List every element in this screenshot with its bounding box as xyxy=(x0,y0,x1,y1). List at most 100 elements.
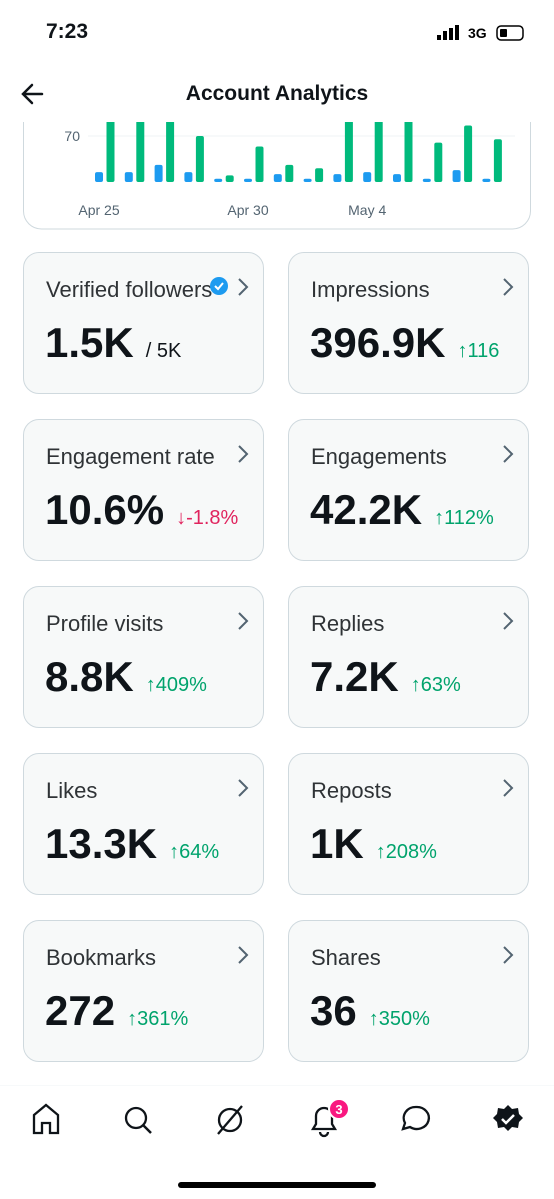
bar xyxy=(136,122,145,182)
metric-value: 7.2K ↑63% xyxy=(310,653,461,701)
back-button[interactable] xyxy=(20,82,46,106)
bar xyxy=(285,164,294,182)
metric-title: Verified followers xyxy=(46,277,213,302)
metric-change: ↑208% xyxy=(375,841,437,863)
status-icons: 3G xyxy=(437,25,524,41)
metric-change: ↑63% xyxy=(410,674,461,696)
bar xyxy=(464,125,473,182)
metric-value: 13.3K ↑64% xyxy=(45,820,219,868)
metric-card[interactable]: Engagement rate 10.6% ↓-1.8% xyxy=(23,419,264,561)
bar xyxy=(95,172,103,182)
bar xyxy=(404,122,413,182)
badge-check xyxy=(214,282,224,291)
metric-value: 1K ↑208% xyxy=(310,820,437,868)
metric-number: 10.6% xyxy=(45,486,165,533)
grok-icon[interactable] xyxy=(217,1107,243,1133)
bar xyxy=(255,146,264,182)
bar xyxy=(422,178,431,182)
metric-number: 272 xyxy=(45,987,116,1034)
chevron-path xyxy=(503,946,514,964)
metric-value: 1.5K / 5K xyxy=(45,319,181,367)
metric-change: ↑116 xyxy=(457,340,500,362)
metric-value: 36 ↑350% xyxy=(310,987,430,1035)
metric-number: 8.8K xyxy=(45,653,134,700)
bar xyxy=(482,178,491,182)
metric-change: ↑409% xyxy=(145,674,207,696)
x-tick-label: May 4 xyxy=(348,202,386,218)
x-tick-label: Apr 30 xyxy=(227,202,268,218)
metric-number: 1K xyxy=(310,820,364,867)
messages-icon[interactable] xyxy=(401,1105,430,1131)
chevron xyxy=(503,445,514,463)
bar xyxy=(303,178,312,182)
time: 7:23 xyxy=(46,20,89,43)
metric-card[interactable]: Engagements 42.2K ↑112% xyxy=(288,419,529,561)
metric-title: Replies xyxy=(311,611,385,636)
bar xyxy=(195,136,204,182)
network: 3G xyxy=(468,25,487,41)
bar xyxy=(363,172,372,182)
chevron xyxy=(238,946,249,964)
metric-title: Engagements xyxy=(311,444,447,469)
metric-number: 13.3K xyxy=(45,820,158,867)
metric-card[interactable]: Likes 13.3K ↑64% xyxy=(23,753,264,895)
chevron-path xyxy=(238,445,249,463)
chevron-path xyxy=(238,779,249,797)
verified-icon[interactable] xyxy=(493,1105,523,1131)
metric-card[interactable]: Impressions 396.9K ↑116 xyxy=(288,252,529,394)
search-icon[interactable] xyxy=(124,1106,148,1130)
metric-title: Engagement rate xyxy=(46,444,215,469)
home-icon[interactable] xyxy=(32,1103,60,1135)
chevron-path xyxy=(238,612,249,630)
metric-extra: / 5K xyxy=(145,340,182,362)
bar xyxy=(225,175,234,182)
metric-value: 8.8K ↑409% xyxy=(45,653,207,701)
metric-change: ↑350% xyxy=(368,1008,430,1030)
chevron-path xyxy=(503,612,514,630)
bar xyxy=(315,168,324,182)
metric-value: 272 ↑361% xyxy=(45,987,188,1035)
metric-change: ↑361% xyxy=(127,1008,189,1030)
metric-title: Likes xyxy=(46,778,98,803)
metric-change: ↑64% xyxy=(169,841,220,863)
bar xyxy=(333,174,342,182)
verified-badge xyxy=(210,277,228,295)
metric-value: 396.9K ↑116 xyxy=(310,319,499,367)
metric-number: 36 xyxy=(310,987,357,1034)
metric-number: 7.2K xyxy=(310,653,399,700)
metric-card[interactable]: Replies 7.2K ↑63% xyxy=(288,586,529,728)
chevron xyxy=(503,278,514,296)
bar xyxy=(273,174,282,182)
metric-change: ↓-1.8% xyxy=(176,507,239,529)
bar xyxy=(214,178,223,182)
metric-number: 396.9K xyxy=(310,319,446,366)
metric-value: 10.6% ↓-1.8% xyxy=(45,486,238,534)
metric-title: Shares xyxy=(311,945,381,970)
metric-value: 42.2K ↑112% xyxy=(310,486,494,534)
metric-card[interactable]: Reposts 1K ↑208% xyxy=(288,753,529,895)
y-tick-label: 70 xyxy=(64,128,80,144)
bar xyxy=(184,172,193,182)
metric-card[interactable]: Shares 36 ↑350% xyxy=(288,920,529,1062)
chevron xyxy=(238,779,249,797)
metric-card[interactable]: Bookmarks 272 ↑361% xyxy=(23,920,264,1062)
metric-card[interactable]: Verified followers 1.5K / 5K xyxy=(23,252,264,394)
bar xyxy=(106,122,115,182)
metric-title: Impressions xyxy=(311,277,430,302)
metric-title: Profile visits xyxy=(46,611,164,636)
bar xyxy=(344,122,353,182)
metric-card[interactable]: Profile visits 8.8K ↑409% xyxy=(23,586,264,728)
chevron-path xyxy=(238,946,249,964)
chevron xyxy=(238,278,249,296)
metric-title: Reposts xyxy=(311,778,392,803)
chevron-path xyxy=(503,445,514,463)
chevron xyxy=(503,779,514,797)
bar xyxy=(166,122,175,182)
chevron-path xyxy=(238,278,249,296)
bar xyxy=(244,178,252,182)
chevron xyxy=(238,445,249,463)
metric-change: ↑112% xyxy=(434,507,494,529)
badge-circle xyxy=(210,277,228,295)
bottom-nav: 3 xyxy=(0,1085,554,1188)
metric-title: Bookmarks xyxy=(46,945,157,970)
